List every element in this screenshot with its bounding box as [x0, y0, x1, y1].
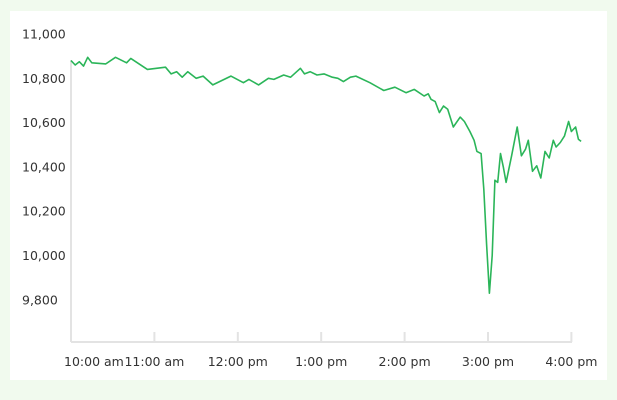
x-tick-label: 12:00 pm [208, 354, 268, 369]
series-layer [70, 56, 582, 295]
y-tick-label: 10,000 [22, 248, 66, 263]
y-tick-label: 10,800 [22, 71, 66, 86]
x-axis-labels: 10:00 am 11:00 am 12:00 pm 1:00 pm 2:00 pm 3:… [64, 354, 597, 369]
chart-axes [70, 60, 573, 343]
x-tick-label: 2:00 pm [379, 354, 431, 369]
series-line [70, 56, 582, 295]
y-tick-label: 11,000 [22, 27, 66, 42]
x-tick-label: 3:00 pm [462, 354, 514, 369]
x-tick-label: 1:00 pm [295, 354, 347, 369]
x-tick-label: 4:00 pm [545, 354, 597, 369]
y-axis-labels: 9,800 10,000 10,200 10,400 10,600 10,800 11,00… [22, 27, 66, 308]
x-tick-label: 10:00 am [64, 354, 124, 369]
y-tick-label: 9,800 [22, 292, 58, 307]
y-tick-label: 10,600 [22, 115, 66, 130]
y-tick-label: 10,400 [22, 159, 66, 174]
y-tick-label: 10,200 [22, 204, 66, 219]
x-tick-label: 11:00 am [124, 354, 184, 369]
